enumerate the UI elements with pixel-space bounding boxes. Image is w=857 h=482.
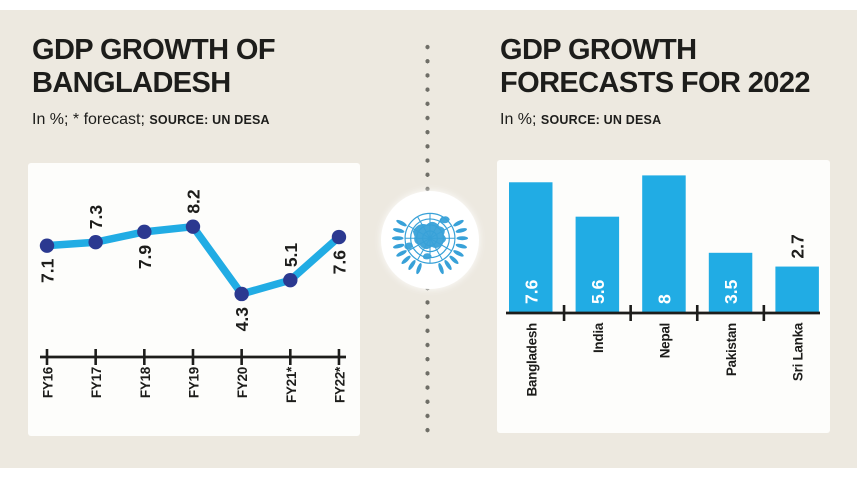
data-point (39, 238, 55, 253)
bar-value-label: 5.6 (588, 279, 608, 304)
beige-canvas: GDP GROWTH OF BANGLADESH In %; * forecas… (0, 10, 857, 468)
right-subtitle: In %; SOURCE: UN DESA (500, 111, 810, 129)
line-chart-panel: FY16 FY17 FY18 FY19 FY20 FY21* FY22* 7.1 7.3 7.9 8… (28, 163, 360, 436)
value-label: 4.3 (232, 307, 252, 332)
bar (642, 175, 686, 313)
x-tick-label: FY21* (284, 366, 299, 403)
right-title-line1: GDP GROWTH (500, 34, 697, 66)
right-header: GDP GROWTH FORECASTS FOR 2022 In %; SOUR… (500, 34, 810, 129)
country-label: Pakistan (724, 323, 739, 376)
x-tick-label: FY16 (41, 366, 56, 398)
x-tick-label: FY20 (235, 367, 250, 398)
bar-value-label: 8 (654, 294, 674, 304)
bar-chart: 7.6 Bangladesh 5.6 India 8 Nepal 3.5 Pakistan 2.… (506, 175, 820, 397)
line-chart: FY16 FY17 FY18 FY19 FY20 FY21* FY22* 7.1 7.3 7.9 8… (38, 189, 350, 403)
un-emblem-icon (391, 212, 469, 275)
left-title-line1: GDP GROWTH OF (32, 34, 276, 66)
bar-value-label: 3.5 (721, 279, 741, 304)
data-point (137, 224, 152, 240)
right-title-line2: FORECASTS FOR 2022 (500, 67, 810, 99)
data-point (88, 235, 103, 250)
data-point (185, 219, 201, 234)
country-label: Nepal (657, 323, 672, 358)
data-point (283, 272, 298, 288)
value-label: 5.1 (281, 243, 301, 268)
un-logo (381, 191, 479, 289)
left-header: GDP GROWTH OF BANGLADESH In %; * forecas… (32, 34, 276, 129)
bar (509, 182, 553, 313)
x-tick-label: FY22* (332, 366, 347, 403)
bar (575, 216, 620, 313)
value-label: 7.1 (38, 258, 58, 283)
x-tick-label: FY18 (138, 366, 153, 398)
bar (708, 252, 753, 313)
data-point (234, 286, 249, 302)
bar (775, 266, 819, 313)
value-label: 8.2 (183, 189, 203, 214)
x-tick-label: FY19 (186, 367, 201, 398)
right-source: SOURCE: UN DESA (540, 113, 662, 127)
country-label: Sri Lanka (791, 322, 806, 381)
bar-value-label: 7.6 (521, 279, 541, 304)
right-unit-note: In %; (500, 111, 537, 128)
bar-chart-panel: 7.6 Bangladesh 5.6 India 8 Nepal 3.5 Pakistan 2.… (497, 160, 830, 433)
bar-value-label: 2.7 (788, 234, 808, 258)
left-unit-note: In %; * forecast; (32, 111, 145, 128)
value-label: 7.9 (135, 245, 155, 270)
left-subtitle: In %; * forecast; SOURCE: UN DESA (32, 111, 275, 129)
data-point (331, 229, 347, 245)
country-label: Bangladesh (524, 323, 539, 397)
x-tick-label: FY17 (89, 367, 104, 398)
left-source: SOURCE: UN DESA (149, 113, 270, 127)
value-label: 7.3 (86, 205, 106, 230)
value-label: 7.6 (329, 250, 349, 275)
country-label: India (591, 322, 606, 353)
left-title-line2: BANGLADESH (32, 67, 231, 99)
